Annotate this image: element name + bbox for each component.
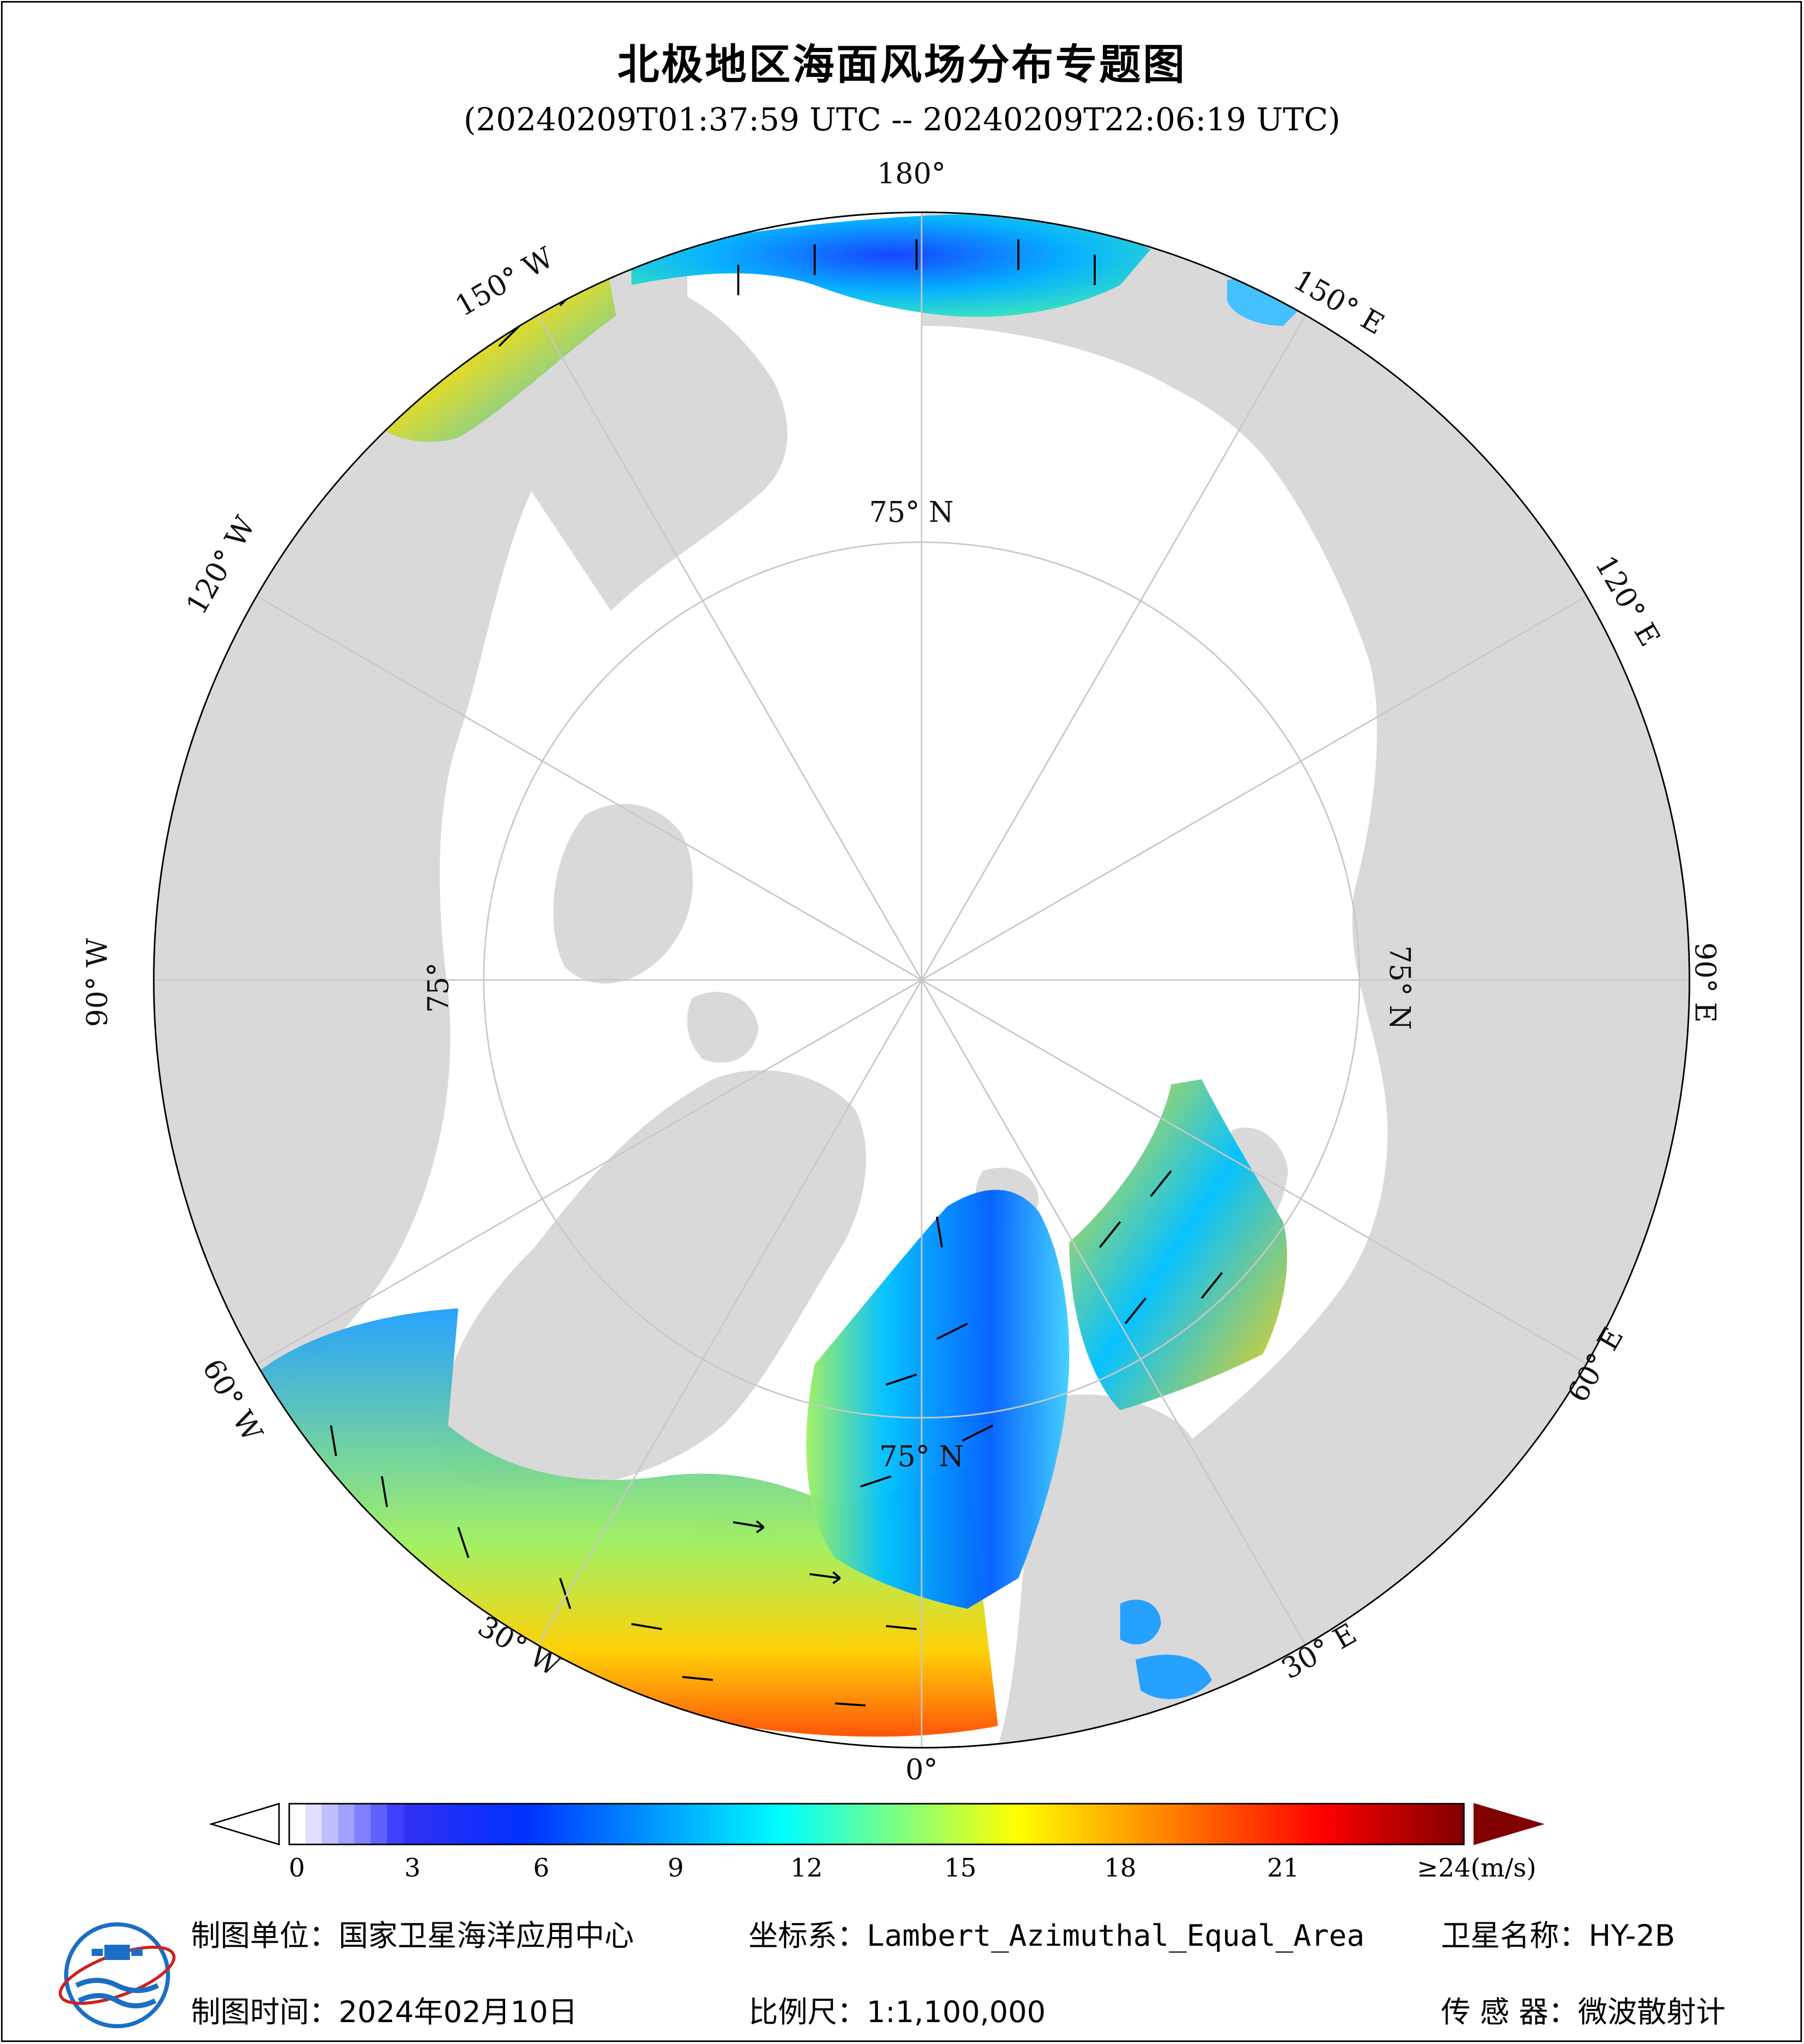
colorbar-tick-6: 6 xyxy=(533,1853,549,1883)
date-key: 制图时间： xyxy=(191,1995,339,2029)
colorbar-unit-label: ≥24(m/s) xyxy=(1417,1853,1537,1883)
lon-label-90w: 90° W xyxy=(81,938,114,1027)
nsoas-logo-icon xyxy=(59,1922,176,2028)
satellite-key: 卫星名称： xyxy=(1441,1918,1589,1953)
footer-date: 制图时间：2024年02月10日 xyxy=(191,1988,577,2031)
lon-label-60w: 60° W xyxy=(196,1354,269,1447)
lat-label-75n-right: 75° N xyxy=(1383,945,1416,1030)
swath-greenland-sea xyxy=(806,1190,1069,1609)
sensor-value: 微波散射计 xyxy=(1577,1995,1726,2029)
lon-label-150w: 150° W xyxy=(450,241,559,323)
colorbar-tick-3: 3 xyxy=(404,1853,421,1883)
colorbar-swatch-6 xyxy=(387,1804,403,1844)
alaska-land xyxy=(509,275,788,611)
scale-value: 1:1,100,000 xyxy=(867,1995,1046,2029)
date-value: 2024年02月10日 xyxy=(339,1995,578,2029)
footer-sensor: 传 感 器：微波散射计 xyxy=(1441,1988,1726,2031)
colorbar-ramp xyxy=(288,1803,1465,1845)
satellite-value: HY-2B xyxy=(1589,1918,1675,1953)
producer-key: 制图单位： xyxy=(191,1918,339,1953)
lon-label-120w: 120° W xyxy=(180,511,262,620)
scale-key: 比例尺： xyxy=(748,1995,867,2029)
swath-bering xyxy=(631,214,1151,317)
colorbar-swatch-5 xyxy=(371,1804,387,1844)
lat-label-75n-bottom: 75° N xyxy=(879,1440,964,1473)
greenland-land xyxy=(437,1070,866,1492)
footer-scale: 比例尺：1:1,100,000 xyxy=(748,1988,1046,2031)
lon-label-90e: 90° E xyxy=(1688,942,1722,1023)
map-title: 北极地区海面风场分布专题图 xyxy=(617,41,1187,89)
producer-value: 国家卫星海洋应用中心 xyxy=(339,1918,634,1953)
colorbar-tick-0: 0 xyxy=(289,1853,305,1883)
colorbar-overflow-triangle xyxy=(1474,1803,1545,1845)
colorbar-tick-12: 12 xyxy=(790,1853,823,1883)
eurasia-land xyxy=(922,214,1689,1746)
swath-barents xyxy=(1069,1079,1287,1410)
footer-producer: 制图单位：国家卫星海洋应用中心 xyxy=(191,1912,634,1954)
lon-label-0: 0° xyxy=(905,1753,938,1786)
colorbar xyxy=(208,1802,1545,1846)
colorbar-tick-18: 18 xyxy=(1104,1853,1136,1883)
colorbar-swatch-1 xyxy=(306,1804,322,1844)
sensor-key: 传 感 器： xyxy=(1441,1995,1578,2029)
lat-label-75n-left: 75° xyxy=(422,962,455,1013)
colorbar-swatch-2 xyxy=(322,1804,338,1844)
colorbar-tick-9: 9 xyxy=(668,1853,684,1883)
swath-baltic xyxy=(1120,1600,1212,1699)
crs-value: Lambert_Azimuthal_Equal_Area xyxy=(867,1918,1365,1953)
colorbar-tick-15: 15 xyxy=(944,1853,977,1883)
crs-key: 坐标系： xyxy=(748,1918,867,1953)
footer-crs: 坐标系：Lambert_Azimuthal_Equal_Area xyxy=(748,1912,1365,1954)
graticule xyxy=(154,212,1689,1748)
canadian-archipelago-land xyxy=(553,804,759,1063)
colorbar-swatch-0 xyxy=(289,1804,306,1844)
wind-vectors xyxy=(330,239,1223,1706)
colorbar-swatch-3 xyxy=(338,1804,354,1844)
colorbar-swatch-4 xyxy=(354,1804,371,1844)
colorbar-underflow-triangle xyxy=(208,1802,280,1846)
lon-label-180: 180° xyxy=(877,157,946,190)
lat-label-75n-top: 75° N xyxy=(869,496,954,529)
footer-satellite: 卫星名称：HY-2B xyxy=(1441,1912,1675,1954)
colorbar-tick-21: 21 xyxy=(1267,1853,1299,1883)
time-range: (20240209T01:37:59 UTC -- 20240209T22:06… xyxy=(463,101,1341,138)
